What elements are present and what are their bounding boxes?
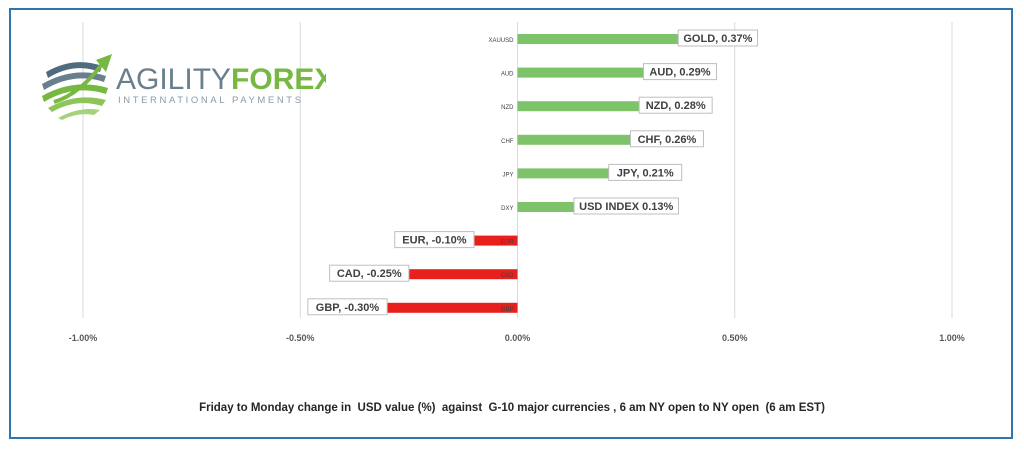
- logo-name-part2: FOREX: [231, 63, 326, 96]
- x-tick-label: -1.00%: [69, 333, 98, 343]
- data-label-box: [394, 231, 475, 249]
- data-label: CAD, -0.25%: [337, 268, 402, 280]
- category-label: XAUUSD: [488, 38, 514, 44]
- bar: [517, 168, 609, 179]
- x-tick-label: -0.50%: [286, 333, 315, 343]
- data-label: USD INDEX 0.13%: [579, 201, 673, 213]
- data-label: EUR, -0.10%: [402, 235, 466, 247]
- data-label-box: [329, 264, 410, 282]
- category-label: DXY: [501, 206, 513, 212]
- chart-caption: Friday to Monday change in USD value (%)…: [199, 402, 825, 414]
- bar: [517, 67, 644, 78]
- bar: [517, 134, 631, 145]
- category-labels: XAUUSD AUD NZD CHF JPY DXY EUR CAD GBP: [488, 38, 514, 313]
- x-tick-label: 1.00%: [939, 333, 965, 343]
- x-axis-ticks: -1.00% -0.50% 0.00% 0.50% 1.00%: [69, 333, 965, 343]
- bars: [387, 34, 679, 313]
- category-label: EUR: [501, 240, 514, 246]
- category-label: JPY: [502, 172, 513, 178]
- x-tick-label: 0.50%: [722, 333, 748, 343]
- data-label-box: [677, 29, 759, 47]
- category-label: AUD: [501, 72, 514, 78]
- category-label: CHF: [501, 139, 514, 145]
- data-label-box: [643, 63, 718, 81]
- logo-wordmark: AGILITYFOREX: [116, 63, 326, 96]
- data-label: NZD, 0.28%: [646, 100, 706, 112]
- logo-tagline: INTERNATIONAL PAYMENTS: [118, 95, 304, 106]
- agility-forex-logo: AGILITYFOREX INTERNATIONAL PAYMENTS: [36, 42, 334, 122]
- data-label: GOLD, 0.37%: [683, 33, 752, 45]
- data-label-box: [608, 163, 683, 181]
- data-label: CHF, 0.26%: [638, 134, 697, 146]
- chart-frame: [9, 8, 1013, 439]
- data-labels: GOLD, 0.37% AUD, 0.29% NZD, 0.28% CHF, 0.26…: [307, 29, 759, 316]
- data-label-box: [629, 130, 704, 148]
- data-label-box: [307, 298, 388, 316]
- data-label: JPY, 0.21%: [617, 167, 674, 179]
- category-label: GBP: [501, 307, 514, 313]
- category-label: CAD: [501, 273, 514, 279]
- bar: [474, 235, 518, 246]
- bar: [517, 34, 679, 44]
- bar: [387, 302, 518, 313]
- bar: [517, 202, 574, 212]
- data-label-box: [573, 197, 679, 215]
- category-label: NZD: [501, 105, 514, 111]
- globe-swoosh-icon: AGILITYFOREX INTERNATIONAL PAYMENTS: [42, 54, 334, 120]
- growth-arrow-icon: [53, 54, 112, 104]
- bar: [408, 269, 518, 280]
- x-tick-label: 0.00%: [505, 333, 531, 343]
- bar: [517, 101, 640, 112]
- data-label: GBP, -0.30%: [316, 302, 380, 314]
- logo-name-part1: AGILITY: [116, 63, 231, 96]
- data-label-box: [638, 96, 713, 114]
- data-label: AUD, 0.29%: [649, 67, 710, 79]
